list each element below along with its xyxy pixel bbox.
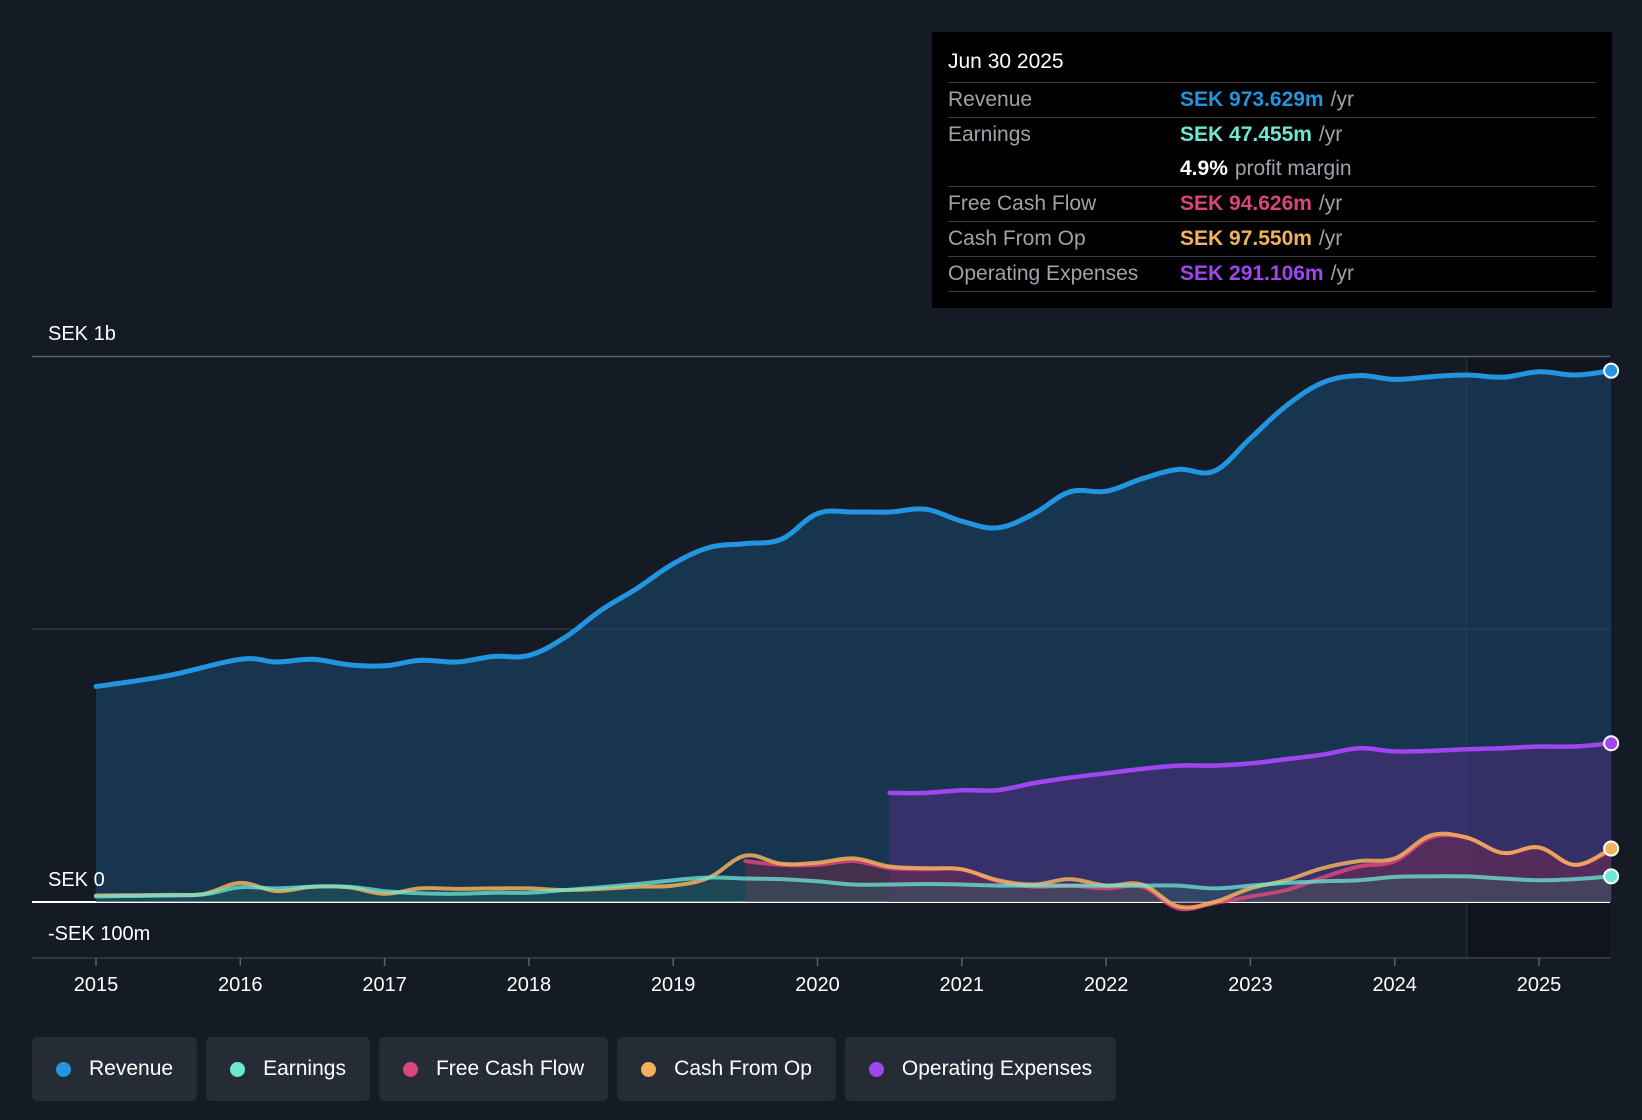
- tooltip-row-revenue: Revenue SEK 973.629m /yr: [948, 83, 1596, 118]
- tooltip-row-fcf: Free Cash Flow SEK 94.626m /yr: [948, 187, 1596, 222]
- legend-dot-icon: [402, 1061, 418, 1077]
- x-tick-label: 2024: [1372, 974, 1417, 996]
- tooltip-unit: /yr: [1318, 123, 1343, 146]
- tooltip-unit: /yr: [1318, 227, 1343, 250]
- tooltip-value: SEK 973.629m: [1180, 88, 1324, 111]
- legend-label: Cash From Op: [674, 1057, 812, 1080]
- legend: Revenue Earnings Free Cash Flow Cash Fro…: [32, 1037, 1117, 1101]
- legend-dot-icon: [230, 1061, 246, 1077]
- area-operating-expenses: [889, 743, 1612, 902]
- legend-item-revenue[interactable]: Revenue: [32, 1037, 198, 1101]
- legend-item-cash-from-op[interactable]: Cash From Op: [617, 1037, 836, 1101]
- tooltip-panel: Jun 30 2025 Revenue SEK 973.629m /yr Ear…: [932, 32, 1612, 308]
- end-marker-earnings: [1603, 868, 1620, 885]
- tooltip-label: Earnings: [948, 123, 1031, 146]
- tooltip-label: Free Cash Flow: [948, 192, 1097, 215]
- end-marker-cash-from-op: [1603, 840, 1620, 857]
- tooltip-label: Operating Expenses: [948, 262, 1139, 285]
- legend-dot-icon: [56, 1061, 71, 1077]
- line-cash-from-op: [94, 831, 1614, 910]
- x-tick-label: 2025: [1517, 974, 1562, 996]
- end-marker-operating-expenses: [1603, 735, 1620, 752]
- line-revenue: [93, 368, 1614, 689]
- x-tick-label: 2016: [218, 974, 263, 996]
- legend-label: Earnings: [263, 1057, 346, 1080]
- line-operating-expenses: [887, 741, 1614, 796]
- x-tick-label: 2017: [362, 974, 407, 996]
- legend-dot-icon: [868, 1061, 884, 1077]
- x-tick-label: 2018: [507, 974, 552, 996]
- legend-label: Free Cash Flow: [435, 1057, 585, 1080]
- legend-item-operating-expenses[interactable]: Operating Expenses: [844, 1037, 1117, 1101]
- legend-item-free-cash-flow[interactable]: Free Cash Flow: [378, 1037, 609, 1101]
- x-tick-label: 2022: [1084, 974, 1129, 996]
- y-label-bottom: -SEK 100m: [48, 923, 150, 945]
- tooltip-label: Revenue: [948, 88, 1033, 111]
- legend-label: Revenue: [89, 1057, 174, 1080]
- tooltip-unit: /yr: [1330, 262, 1354, 285]
- tooltip-value: SEK 47.455m: [1180, 123, 1312, 146]
- x-tick-label: 2019: [651, 974, 696, 996]
- tooltip-unit: /yr: [1318, 192, 1343, 215]
- tooltip-unit: /yr: [1330, 88, 1354, 111]
- tooltip-value: SEK 94.626m: [1180, 192, 1312, 215]
- x-tick-label: 2015: [74, 974, 119, 996]
- y-label-zero: SEK 0: [48, 869, 105, 891]
- y-label-top: SEK 1b: [48, 323, 116, 345]
- line-earnings: [94, 874, 1614, 899]
- x-tick-label: 2021: [940, 974, 985, 996]
- tooltip-value: SEK 291.106m: [1180, 262, 1324, 285]
- legend-dot-icon: [641, 1061, 657, 1077]
- legend-label: Operating Expenses: [901, 1057, 1093, 1080]
- tooltip-row-opex: Operating Expenses SEK 291.106m /yr: [948, 257, 1596, 292]
- profit-margin-value: 4.9%: [1180, 157, 1228, 180]
- x-tick-label: 2020: [795, 974, 840, 996]
- tooltip-value: SEK 97.550m: [1180, 227, 1312, 250]
- tooltip-row-cfo: Cash From Op SEK 97.550m /yr: [948, 222, 1596, 257]
- tooltip-row-earnings: Earnings SEK 47.455m /yr: [948, 118, 1596, 152]
- legend-item-earnings[interactable]: Earnings: [206, 1037, 370, 1101]
- end-marker-revenue: [1603, 362, 1620, 379]
- x-tick-label: 2023: [1228, 974, 1273, 996]
- area-free-cash-flow: [745, 834, 1612, 910]
- tooltip-row-profit-margin: 4.9% profit margin: [948, 152, 1596, 187]
- profit-margin-text: profit margin: [1234, 157, 1352, 180]
- tooltip-label: Cash From Op: [948, 227, 1086, 250]
- tooltip-date: Jun 30 2025: [948, 46, 1596, 83]
- area-revenue: [96, 370, 1612, 902]
